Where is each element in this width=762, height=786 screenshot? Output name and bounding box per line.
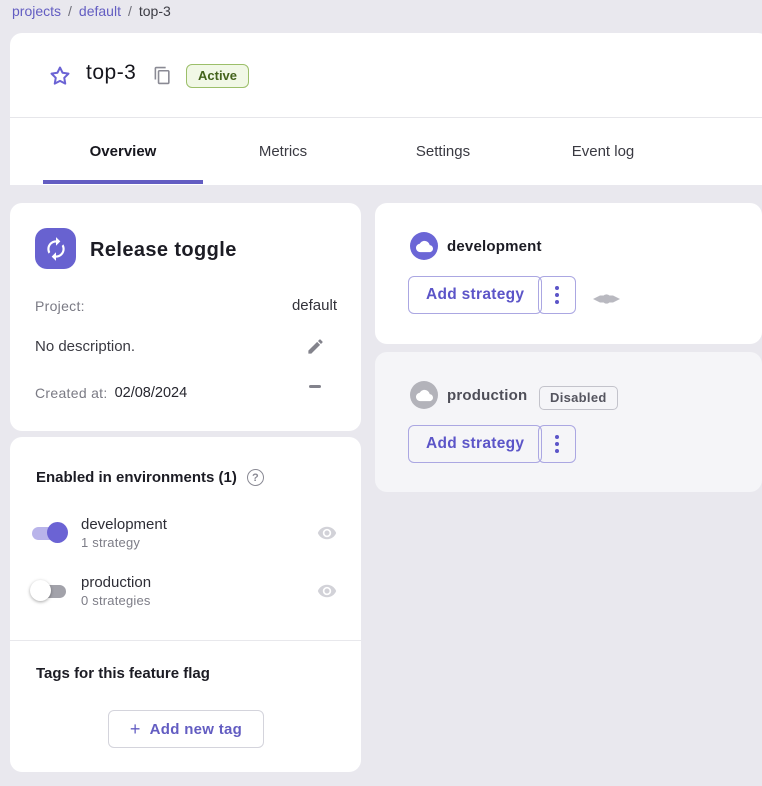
minus-glyph	[309, 385, 321, 388]
environment-panel-development: development Add strategy	[375, 203, 762, 344]
more-options-kebab-icon[interactable]	[538, 425, 576, 463]
tab-event-log[interactable]: Event log	[523, 118, 683, 184]
created-label: Created at:	[35, 385, 108, 401]
eye-icon[interactable]	[317, 581, 337, 601]
tab-overview[interactable]: Overview	[43, 118, 203, 184]
environments-summary-card: Enabled in environments (1) ? developmen…	[10, 437, 361, 772]
description-text: No description.	[35, 338, 136, 355]
flag-details-card: Release toggle Project: default No descr…	[10, 203, 361, 431]
more-options-kebab-icon[interactable]	[538, 276, 576, 314]
toggle-thumb	[30, 580, 51, 601]
add-tag-label: Add new tag	[149, 720, 243, 738]
environment-panel-title: production	[447, 387, 528, 404]
status-badge: Active	[186, 64, 250, 88]
project-row: Project: default	[35, 297, 337, 314]
environment-toggle-row-production: production 0 strategies	[30, 574, 337, 608]
flag-type-label: Release toggle	[90, 239, 237, 261]
development-toggle[interactable]	[30, 521, 68, 545]
cloud-icon	[410, 381, 438, 409]
collapse-icon[interactable]	[305, 383, 321, 395]
release-toggle-icon	[35, 228, 76, 269]
breadcrumb: projects / default / top-3	[12, 3, 171, 19]
tab-settings[interactable]: Settings	[363, 118, 523, 184]
environment-panel-production: production Disabled Add strategy	[375, 352, 762, 492]
strategy-count: 0 strategies	[81, 593, 151, 608]
production-toggle[interactable]	[30, 579, 68, 603]
cloud-icon	[410, 232, 438, 260]
eye-icon[interactable]	[317, 523, 337, 543]
active-tab-indicator	[43, 180, 203, 184]
edit-description-pencil-icon[interactable]	[306, 337, 325, 356]
breadcrumb-projects-link[interactable]: projects	[12, 3, 62, 19]
page-title: top-3	[86, 61, 137, 84]
project-label: Project:	[35, 297, 85, 314]
environment-name: development	[81, 516, 167, 533]
breadcrumb-default-link[interactable]: default	[78, 3, 121, 19]
created-value: 02/08/2024	[114, 385, 188, 401]
add-strategy-button[interactable]: Add strategy	[408, 276, 543, 314]
created-row: Created at: 02/08/2024	[35, 385, 321, 401]
flag-title-row: top-3 Active	[10, 33, 762, 118]
strategy-indicator-icon	[593, 291, 620, 309]
disabled-badge: Disabled	[539, 386, 618, 410]
toggle-thumb	[47, 522, 68, 543]
add-new-tag-button[interactable]: + Add new tag	[108, 710, 264, 748]
copy-icon[interactable]	[152, 66, 172, 86]
breadcrumb-separator: /	[127, 3, 132, 19]
breadcrumb-separator: /	[68, 3, 72, 19]
project-value: default	[291, 297, 337, 314]
plus-icon: +	[129, 719, 141, 739]
favorite-star-icon[interactable]	[48, 64, 72, 88]
tab-metrics[interactable]: Metrics	[203, 118, 363, 184]
add-strategy-button[interactable]: Add strategy	[408, 425, 543, 463]
tab-bar: Overview Metrics Settings Event log	[10, 118, 762, 184]
card-divider	[10, 640, 361, 641]
environment-panel-title: development	[447, 238, 542, 255]
description-row: No description.	[35, 337, 325, 356]
breadcrumb-current: top-3	[138, 3, 171, 19]
help-icon[interactable]: ?	[246, 469, 264, 486]
flag-header-card: top-3 Active Overview Metrics Settings E…	[10, 33, 762, 185]
environment-toggle-row-development: development 1 strategy	[30, 516, 337, 550]
environment-name: production	[81, 574, 152, 591]
tags-section-title: Tags for this feature flag	[36, 665, 210, 682]
environments-summary-title: Enabled in environments (1)	[36, 469, 237, 486]
strategy-count: 1 strategy	[81, 535, 141, 550]
